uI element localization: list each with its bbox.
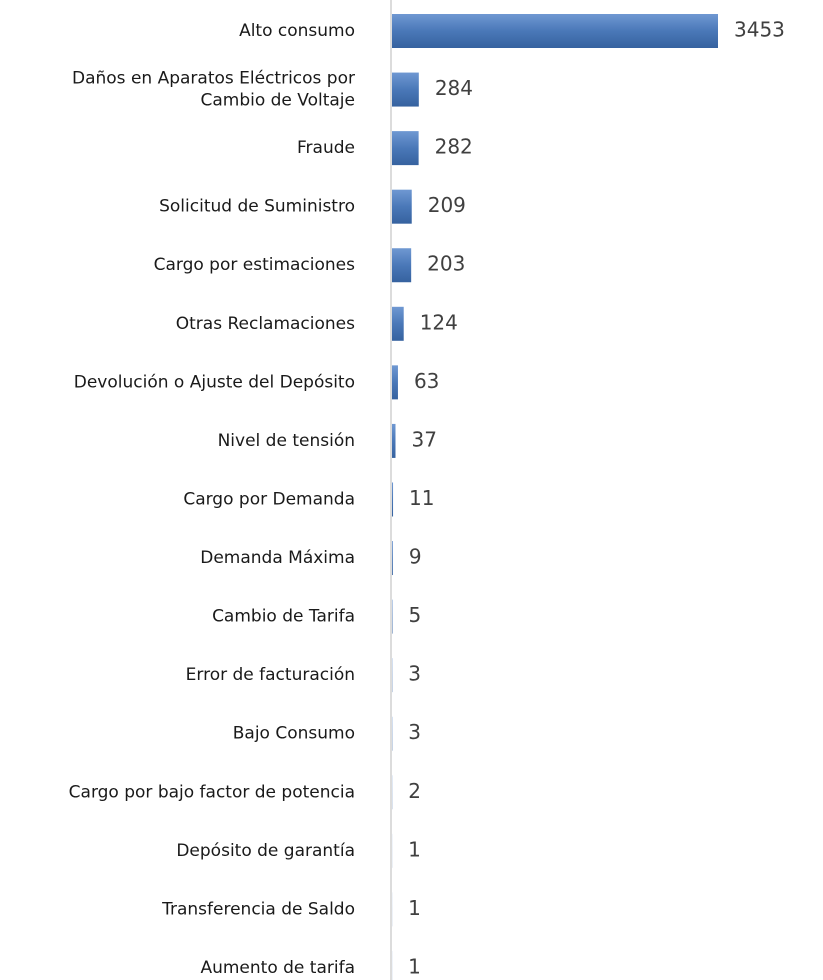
value-label: 3: [408, 662, 421, 686]
category-label: Error de facturación: [186, 665, 355, 685]
category-label: Cargo por estimaciones: [154, 255, 356, 275]
value-label: 203: [427, 252, 465, 276]
category-label: Depósito de garantía: [176, 841, 355, 861]
value-label: 284: [435, 76, 473, 100]
category-label: Nivel de tensión: [218, 431, 355, 451]
value-label: 3453: [734, 18, 785, 42]
value-label: 282: [435, 135, 473, 159]
value-label: 3: [408, 720, 421, 744]
category-label: Alto consumo: [239, 21, 355, 41]
category-label: Solicitud de Suministro: [159, 197, 355, 217]
bar: [392, 365, 398, 400]
bar: [392, 14, 718, 48]
bar: [392, 541, 393, 576]
category-label: Bajo Consumo: [233, 724, 355, 744]
category-label: Devolución o Ajuste del Depósito: [74, 372, 355, 392]
bar: [392, 72, 419, 107]
value-label: 37: [411, 427, 436, 451]
category-label: Fraude: [297, 138, 355, 158]
bar: [392, 423, 396, 458]
bar: [392, 248, 412, 283]
value-label: 124: [420, 310, 458, 334]
category-label: Cambio de Tarifa: [212, 607, 355, 627]
category-label: Transferencia de Saldo: [161, 899, 355, 919]
value-label: 1: [408, 954, 421, 978]
value-label: 2: [408, 779, 421, 803]
value-label: 1: [408, 837, 421, 861]
category-label: Daños en Aparatos Eléctricos por Cambio d…: [72, 69, 355, 111]
value-label: 11: [409, 486, 434, 510]
value-label: 1: [408, 896, 421, 920]
category-label: Cargo por bajo factor de potencia: [69, 782, 355, 802]
bar: [392, 482, 394, 517]
value-label: 209: [428, 193, 466, 217]
value-label: 9: [409, 545, 422, 569]
bar: [392, 306, 404, 341]
bar: [392, 189, 412, 224]
category-label: Otras Reclamaciones: [176, 314, 355, 334]
category-label: Cargo por Demanda: [183, 489, 355, 509]
category-label: Aumento de tarifa: [200, 958, 355, 978]
category-label: Demanda Máxima: [200, 548, 355, 568]
value-label: 63: [414, 369, 439, 393]
value-label: 5: [408, 603, 421, 627]
bar: [392, 131, 419, 166]
